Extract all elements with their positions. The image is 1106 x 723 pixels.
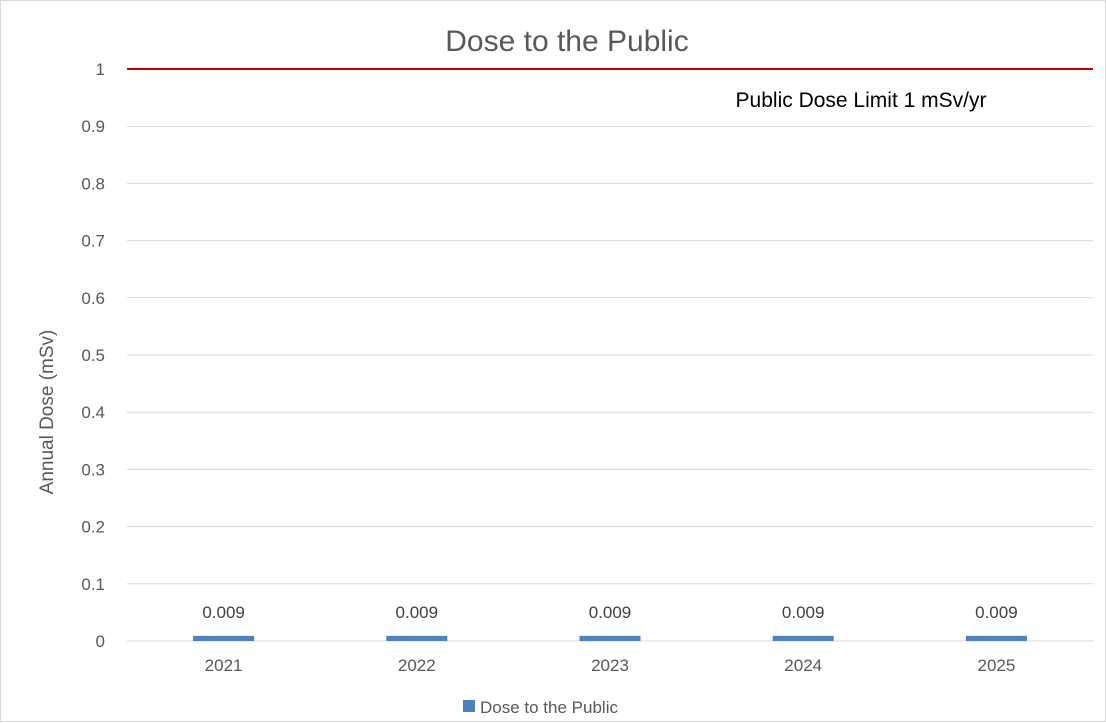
x-tick-label-2025: 2025 — [977, 656, 1015, 675]
dose-limit-annotation: Public Dose Limit 1 mSv/yr — [736, 89, 987, 112]
bars — [193, 635, 1027, 641]
bar-2022 — [386, 635, 448, 641]
bar-2023 — [579, 635, 641, 641]
y-tick-label: 0.7 — [81, 232, 105, 251]
data-label-2021: 0.009 — [202, 603, 245, 622]
chart-title: Dose to the Public — [445, 25, 688, 58]
x-tick-label-2023: 2023 — [591, 656, 629, 675]
data-labels: 0.009 0.009 0.009 0.009 0.009 — [202, 603, 1017, 622]
y-axis-title: Annual Dose (mSv) — [37, 330, 58, 495]
y-tick-label: 0.1 — [81, 575, 105, 594]
y-tick-label: 0.4 — [81, 403, 105, 422]
data-label-2025: 0.009 — [975, 603, 1018, 622]
x-tick-label-2024: 2024 — [784, 656, 822, 675]
data-label-2023: 0.009 — [589, 603, 632, 622]
x-tick-label-2021: 2021 — [205, 656, 243, 675]
legend: Dose to the Public — [463, 698, 618, 717]
y-axis-ticks: 0 0.1 0.2 0.3 0.4 0.5 0.6 0.7 0.8 0.9 1 — [81, 60, 105, 651]
y-tick-label: 0.5 — [81, 346, 105, 365]
bar-2021 — [193, 635, 255, 641]
y-tick-label: 0.9 — [81, 117, 105, 136]
y-tick-label: 0.6 — [81, 289, 105, 308]
legend-label: Dose to the Public — [480, 698, 618, 717]
data-label-2022: 0.009 — [396, 603, 439, 622]
y-tick-label: 0 — [96, 632, 105, 651]
x-tick-label-2022: 2022 — [398, 656, 436, 675]
bar-2025 — [965, 635, 1027, 641]
y-tick-label: 0.8 — [81, 174, 105, 193]
legend-swatch — [463, 700, 475, 712]
bar-2024 — [772, 635, 834, 641]
y-tick-label: 0.3 — [81, 460, 105, 479]
gridlines — [127, 68, 1093, 642]
data-label-2024: 0.009 — [782, 603, 825, 622]
x-axis-ticks: 2021 2022 2023 2024 2025 — [205, 656, 1016, 675]
y-tick-label: 0.2 — [81, 518, 105, 537]
y-tick-label: 1 — [96, 60, 105, 79]
